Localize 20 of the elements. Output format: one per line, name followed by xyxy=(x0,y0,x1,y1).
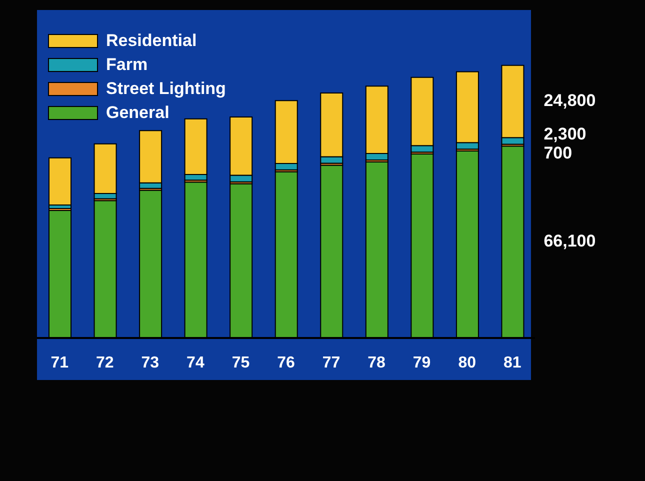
text: 700 xyxy=(544,144,572,163)
x-tick-label: 79 xyxy=(412,354,431,372)
legend-label: Street Lighting xyxy=(106,78,226,100)
x-tick-label: 80 xyxy=(458,354,476,372)
x-tick-label: 75 xyxy=(232,354,250,372)
text: 66,100 xyxy=(544,232,596,251)
x-tick-label: 74 xyxy=(186,354,204,372)
legend-label: General xyxy=(106,102,170,124)
text: 24,800 xyxy=(544,91,596,110)
bar xyxy=(48,157,72,206)
text: 2,300 xyxy=(544,124,586,144)
x-tick-label: 77 xyxy=(322,354,340,372)
x-tick-label: 81 xyxy=(503,354,522,372)
x-tick-label: 71 xyxy=(50,354,69,372)
x-tick-label: 78 xyxy=(368,354,386,372)
legend-label: Farm xyxy=(106,54,148,76)
x-tick-label: 73 xyxy=(141,354,160,372)
legend-label: Residential xyxy=(106,30,197,52)
x-tick-label: 72 xyxy=(96,354,114,372)
x-tick-label: 76 xyxy=(277,354,295,372)
